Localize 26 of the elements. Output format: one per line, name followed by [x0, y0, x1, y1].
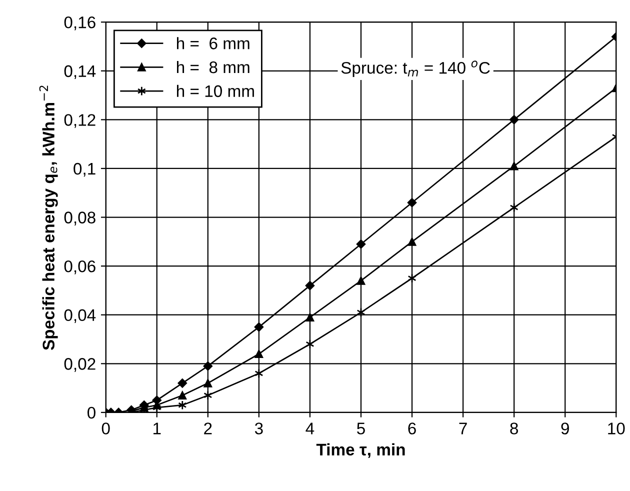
legend-label: h = 10 mm: [176, 84, 254, 98]
y-tick-label: 0,04: [64, 309, 96, 324]
x-tick-label: 2: [204, 422, 212, 434]
annotation: Spruce: t$_{m}$ = 140 $^{o}$C: [341, 60, 490, 78]
x-tick-label: 8: [510, 422, 518, 434]
x-tick-label: 3: [254, 422, 263, 434]
y-tick-label: 0,08: [64, 212, 96, 226]
y-tick-label: 0,14: [64, 65, 96, 80]
x-tick-label: 6: [408, 422, 416, 434]
legend-label: h = 6 mm: [176, 37, 250, 50]
y-tick-label: 0,16: [64, 16, 96, 30]
y-axis-title: Specific heat energy q$_{e}$, kWh.m$^{−2}$: [39, 86, 58, 350]
y-tick-label: 0,12: [64, 114, 96, 128]
x-axis-title: Time τ, min: [316, 443, 405, 458]
y-tick-label: 0,02: [64, 358, 96, 372]
x-tick-label: 4: [306, 422, 314, 434]
y-tick-label: 0: [88, 406, 96, 419]
x-tick-label: 1: [154, 422, 161, 434]
x-tick-label: 0: [102, 422, 110, 434]
x-tick-label: 9: [561, 422, 569, 434]
x-tick-label: 7: [459, 422, 467, 434]
y-tick-label: 0,1: [74, 162, 96, 177]
y-tick-label: 0,06: [64, 260, 96, 274]
x-tick-label: 10: [608, 422, 625, 434]
legend-label: h = 8 mm: [176, 60, 250, 74]
x-tick-label: 5: [357, 422, 365, 434]
